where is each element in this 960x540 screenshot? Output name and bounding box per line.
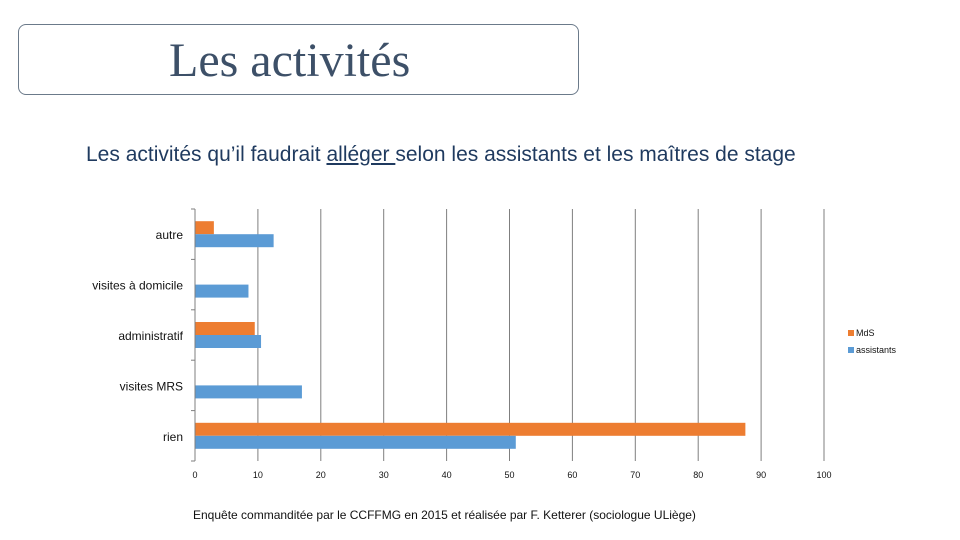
legend-swatch-assistants	[848, 347, 854, 353]
slide-subtitle: Les activités qu’il faudrait alléger sel…	[86, 143, 796, 167]
bar-mds-4	[195, 422, 746, 436]
x-tick-label-30: 30	[379, 470, 389, 480]
category-label-3: visites MRS	[120, 379, 183, 393]
bar-assistants-4	[195, 435, 516, 449]
bar-mds-2	[195, 322, 255, 335]
x-tick-label-0: 0	[192, 470, 197, 480]
x-tick-label-40: 40	[442, 470, 452, 480]
title-box: Les activités	[18, 24, 579, 95]
legend-label-mds: MdS	[856, 328, 875, 338]
subtitle-part-1: Les activités qu’il faudrait	[86, 143, 327, 166]
x-tick-label-10: 10	[253, 470, 263, 480]
x-tick-label-100: 100	[816, 470, 831, 480]
subtitle-part-2: selon les assistants et les maîtres de s…	[395, 143, 796, 166]
x-tick-label-90: 90	[756, 470, 766, 480]
x-tick-label-80: 80	[693, 470, 703, 480]
subtitle-underlined-word: alléger	[326, 143, 396, 166]
legend-swatch-mds	[848, 330, 854, 336]
x-tick-label-60: 60	[567, 470, 577, 480]
slide-title: Les activités	[169, 34, 411, 87]
bar-mds-0	[195, 221, 214, 235]
bar-assistants-0	[195, 234, 274, 248]
bar-assistants-1	[195, 284, 249, 298]
category-label-2: administratif	[118, 329, 183, 343]
category-label-1: visites à domicile	[92, 279, 183, 293]
x-tick-label-50: 50	[504, 470, 514, 480]
legend-label-assistants: assistants	[856, 345, 897, 355]
bar-assistants-3	[195, 385, 302, 399]
x-tick-label-20: 20	[316, 470, 326, 480]
bar-assistants-2	[195, 335, 262, 348]
footnote: Enquête commanditée par le CCFFMG en 201…	[193, 508, 696, 522]
category-label-4: rien	[163, 430, 183, 444]
x-tick-label-70: 70	[630, 470, 640, 480]
category-label-0: autre	[156, 228, 184, 242]
